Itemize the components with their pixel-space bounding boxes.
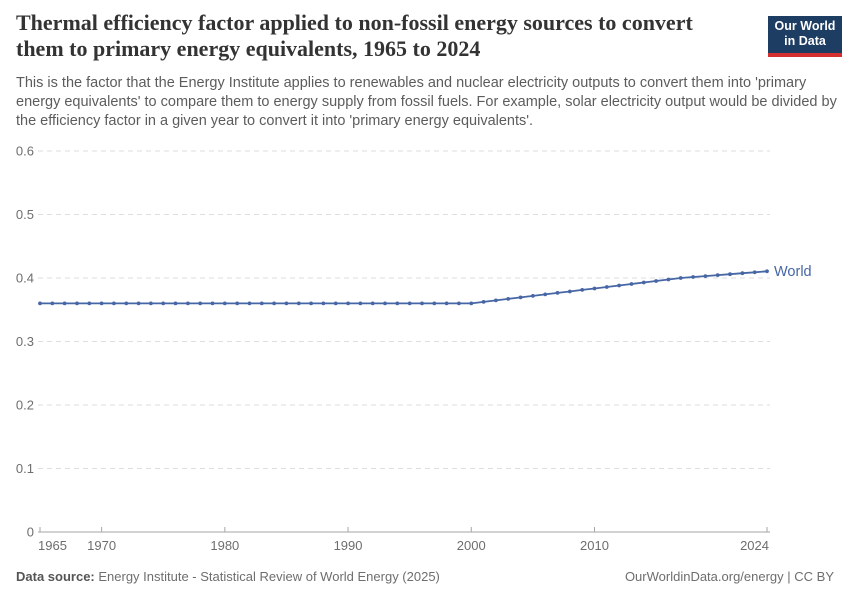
data-point[interactable] xyxy=(765,269,769,274)
data-point[interactable] xyxy=(617,283,621,288)
chart-area[interactable]: 0 0.1 0.2 0.3 0.4 0.5 0.6 1965 1970 1980 1990 2000 2… xyxy=(0,140,850,570)
data-point[interactable] xyxy=(235,301,240,306)
x-axis-tick-label: 2024 xyxy=(740,538,769,553)
data-point[interactable] xyxy=(604,285,609,289)
owid-logo-line2: in Data xyxy=(784,34,826,48)
data-point[interactable] xyxy=(432,301,437,306)
x-axis-tick-label: 1965 xyxy=(38,538,67,553)
data-point[interactable] xyxy=(506,297,511,301)
x-axis-tick-label: 2010 xyxy=(580,538,609,553)
series-label-world: World xyxy=(774,264,812,280)
world-line[interactable] xyxy=(39,270,768,305)
chart-title: Thermal efficiency factor applied to non… xyxy=(16,10,693,61)
data-point[interactable] xyxy=(75,301,79,306)
data-point[interactable] xyxy=(247,301,252,306)
data-point[interactable] xyxy=(383,301,387,306)
data-point[interactable] xyxy=(210,301,215,306)
data-point[interactable] xyxy=(370,301,375,306)
y-axis-tick-label: 0 xyxy=(27,524,34,539)
data-point[interactable] xyxy=(161,301,166,306)
y-axis-tick-label: 0.2 xyxy=(16,397,34,412)
y-axis-tick-label: 0.1 xyxy=(16,461,34,476)
data-point[interactable] xyxy=(136,301,141,306)
owid-logo-red-bar xyxy=(768,53,842,57)
data-point[interactable] xyxy=(284,301,289,306)
data-point[interactable] xyxy=(555,291,560,295)
chart-subtitle: This is the factor that the Energy Insti… xyxy=(16,75,837,129)
data-point[interactable] xyxy=(420,301,424,306)
y-axis-tick-label: 0.5 xyxy=(16,207,34,222)
data-point[interactable] xyxy=(629,282,634,286)
chart-canvas[interactable]: 0 0.1 0.2 0.3 0.4 0.5 0.6 1965 1970 1980 1990 2000 2… xyxy=(0,140,850,570)
data-point[interactable] xyxy=(272,301,276,306)
data-point[interactable] xyxy=(395,301,400,306)
data-point[interactable] xyxy=(531,294,535,298)
data-point[interactable] xyxy=(518,295,523,300)
data-point[interactable] xyxy=(333,301,338,306)
data-point[interactable] xyxy=(580,288,585,292)
data-point[interactable] xyxy=(728,272,732,277)
data-point[interactable] xyxy=(715,273,720,277)
data-point[interactable] xyxy=(543,292,548,297)
data-point[interactable] xyxy=(112,301,116,306)
data-source: Data source: Energy Institute - Statisti… xyxy=(16,569,440,584)
owid-logo: Our World in Data xyxy=(768,16,842,57)
data-point[interactable] xyxy=(149,301,153,306)
y-axis-tick-label: 0.4 xyxy=(16,270,34,285)
data-point[interactable] xyxy=(666,277,671,282)
data-source-text: Energy Institute - Statistical Review of… xyxy=(94,569,440,584)
data-point[interactable] xyxy=(740,271,745,276)
x-axis-tick-label: 2000 xyxy=(457,538,486,553)
data-point[interactable] xyxy=(592,286,597,291)
data-point[interactable] xyxy=(346,301,350,306)
data-point[interactable] xyxy=(173,301,178,306)
data-point[interactable] xyxy=(62,301,67,306)
data-point[interactable] xyxy=(87,301,92,306)
data-point[interactable] xyxy=(198,301,203,306)
data-point[interactable] xyxy=(457,301,461,306)
owid-credit: OurWorldinData.org/energy | CC BY xyxy=(624,569,834,584)
chart-footer: Data source: Energy Institute - Statisti… xyxy=(16,569,834,584)
data-point[interactable] xyxy=(678,276,683,280)
data-point[interactable] xyxy=(407,301,412,306)
data-point[interactable] xyxy=(691,275,695,279)
data-point[interactable] xyxy=(38,301,42,306)
data-point[interactable] xyxy=(481,300,486,304)
data-point[interactable] xyxy=(654,279,658,283)
data-point[interactable] xyxy=(259,301,264,306)
data-point[interactable] xyxy=(567,289,572,294)
data-point[interactable] xyxy=(309,301,313,306)
data-point[interactable] xyxy=(444,301,449,306)
y-axis-tick-label: 0.6 xyxy=(16,143,34,158)
data-point[interactable] xyxy=(321,301,326,306)
y-axis-tick-label: 0.3 xyxy=(16,334,34,349)
data-point[interactable] xyxy=(124,301,129,306)
data-point[interactable] xyxy=(358,301,363,306)
data-point[interactable] xyxy=(186,301,190,306)
data-point[interactable] xyxy=(703,274,708,278)
data-point[interactable] xyxy=(641,280,646,285)
x-axis-tick-label: 1990 xyxy=(334,538,363,553)
data-point[interactable] xyxy=(99,301,104,306)
data-point[interactable] xyxy=(296,301,301,306)
owid-logo-text: Our World in Data xyxy=(768,16,842,53)
owid-logo-line1: Our World xyxy=(774,19,836,33)
data-point[interactable] xyxy=(222,301,227,306)
data-point[interactable] xyxy=(469,301,474,306)
data-point[interactable] xyxy=(50,301,55,306)
x-axis-tick-label: 1980 xyxy=(210,538,239,553)
x-axis-tick-label: 1970 xyxy=(87,538,116,553)
data-source-label: Data source: xyxy=(16,569,95,584)
data-point[interactable] xyxy=(494,298,498,303)
data-point[interactable] xyxy=(752,270,757,275)
